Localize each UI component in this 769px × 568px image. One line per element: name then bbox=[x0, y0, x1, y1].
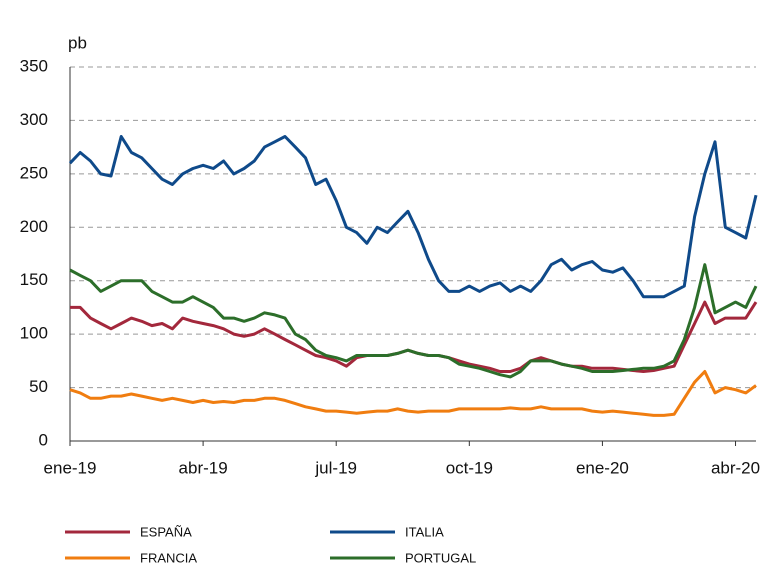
y-tick-label: 250 bbox=[20, 163, 48, 182]
y-tick-label: 50 bbox=[29, 377, 48, 396]
line-series bbox=[68, 135, 758, 299]
x-tick-label: ene-19 bbox=[44, 458, 97, 477]
x-tick-label: abr-19 bbox=[179, 458, 228, 477]
x-tick-label: oct-19 bbox=[446, 458, 493, 477]
line-series bbox=[69, 370, 757, 417]
y-tick-label: 300 bbox=[20, 110, 48, 129]
y-tick-label: 200 bbox=[20, 217, 48, 236]
y-tick-label: 350 bbox=[20, 56, 48, 75]
legend-label: ESPAÑA bbox=[140, 524, 192, 539]
legend-label: PORTUGAL bbox=[405, 550, 476, 565]
legend-label: ITALIA bbox=[405, 524, 444, 539]
x-tick-label: ene-20 bbox=[576, 458, 629, 477]
y-tick-label: 0 bbox=[39, 430, 48, 449]
x-tick-label: abr-20 bbox=[711, 458, 760, 477]
line-series bbox=[69, 263, 758, 379]
x-tick-label: jul-19 bbox=[314, 458, 357, 477]
y-tick-label: 100 bbox=[20, 324, 48, 343]
legend-label: FRANCIA bbox=[140, 550, 197, 565]
y-unit: pb bbox=[68, 33, 87, 52]
y-tick-label: 150 bbox=[20, 270, 48, 289]
line-series bbox=[70, 300, 758, 373]
